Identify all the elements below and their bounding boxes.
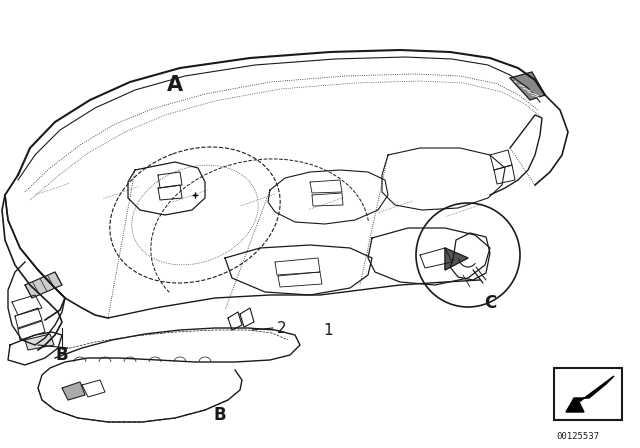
Text: B: B <box>214 406 227 424</box>
Bar <box>554 368 622 420</box>
Text: A: A <box>167 75 183 95</box>
Polygon shape <box>25 334 54 350</box>
Polygon shape <box>158 172 182 188</box>
Polygon shape <box>25 272 62 298</box>
Polygon shape <box>490 150 512 170</box>
Text: 2: 2 <box>277 320 287 336</box>
Polygon shape <box>566 376 614 412</box>
Text: 1: 1 <box>323 323 333 337</box>
Text: 00125537: 00125537 <box>556 432 599 441</box>
Text: B: B <box>56 346 68 364</box>
Polygon shape <box>158 185 182 200</box>
Polygon shape <box>62 382 85 400</box>
Polygon shape <box>312 193 343 206</box>
Polygon shape <box>494 165 515 184</box>
Polygon shape <box>510 72 545 100</box>
Polygon shape <box>445 248 468 270</box>
Polygon shape <box>310 180 342 193</box>
Text: C: C <box>484 294 496 312</box>
